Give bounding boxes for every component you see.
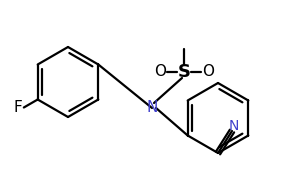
Text: O: O (202, 64, 214, 80)
Text: S: S (177, 63, 191, 81)
Text: O: O (154, 64, 166, 80)
Text: F: F (13, 100, 22, 115)
Text: N: N (146, 101, 158, 115)
Text: N: N (229, 119, 239, 133)
